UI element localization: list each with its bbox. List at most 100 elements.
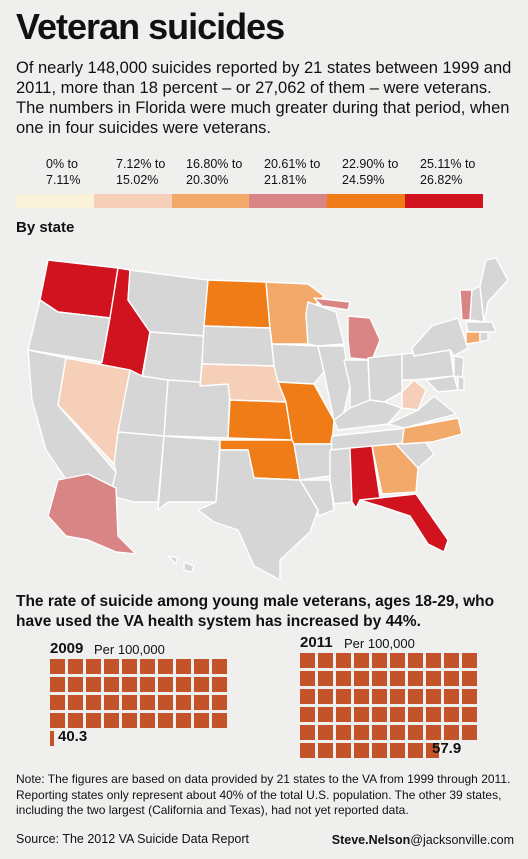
unit-square bbox=[372, 725, 387, 740]
unit-square bbox=[390, 725, 405, 740]
unit-square bbox=[176, 659, 191, 674]
unit-square bbox=[408, 725, 423, 740]
credit-domain: @jacksonville.com bbox=[410, 833, 514, 847]
state-mississippi bbox=[329, 447, 353, 505]
unit-square bbox=[408, 671, 423, 686]
map-legend: 0% to 7.11% 7.12% to 15.02% 16.80% to 20… bbox=[16, 156, 486, 208]
state-kentucky bbox=[333, 399, 403, 431]
state-colorado bbox=[163, 379, 231, 439]
unit-square bbox=[86, 695, 101, 710]
unit-square bbox=[462, 707, 477, 722]
unit-square bbox=[354, 671, 369, 686]
unit-square bbox=[50, 713, 65, 728]
rate-value-2009: 40.3 bbox=[58, 728, 88, 745]
state-south-dakota bbox=[201, 325, 275, 367]
state-kansas bbox=[227, 399, 293, 441]
unit-square bbox=[372, 707, 387, 722]
unit-square bbox=[300, 743, 315, 758]
unit-square bbox=[336, 689, 351, 704]
unit-square bbox=[318, 671, 333, 686]
legend-label-6: 25.11% to 26.82% bbox=[420, 157, 476, 187]
unit-square bbox=[426, 725, 441, 740]
unit-square bbox=[354, 725, 369, 740]
unit-square bbox=[372, 743, 387, 758]
unit-square bbox=[86, 659, 101, 674]
unit-square bbox=[158, 659, 173, 674]
state-ohio bbox=[367, 353, 403, 403]
legend-swatch-3 bbox=[171, 194, 250, 208]
unit-square bbox=[140, 713, 155, 728]
intro-text: Of nearly 148,000 suicides reported by 2… bbox=[16, 59, 512, 137]
unit-square bbox=[300, 689, 315, 704]
unit-square bbox=[194, 695, 209, 710]
legend-color-bar bbox=[16, 194, 483, 208]
unit-square bbox=[212, 695, 227, 710]
unit-square bbox=[318, 743, 333, 758]
unit-square bbox=[318, 653, 333, 668]
author-credit: Steve.Nelson@jacksonville.com bbox=[332, 833, 514, 847]
unit-square bbox=[354, 689, 369, 704]
rate-heading: The rate of suicide among young male vet… bbox=[16, 593, 495, 630]
unit-square bbox=[68, 695, 83, 710]
unit-square bbox=[390, 689, 405, 704]
unit-square bbox=[408, 743, 423, 758]
unit-square bbox=[176, 695, 191, 710]
state-louisiana bbox=[299, 479, 335, 517]
state-texas bbox=[197, 449, 319, 580]
state-pennsylvania bbox=[401, 349, 455, 381]
state-virginia bbox=[387, 395, 457, 429]
unit-square bbox=[194, 659, 209, 674]
unit-square bbox=[86, 677, 101, 692]
unit-square bbox=[50, 677, 65, 692]
unit-square bbox=[122, 713, 137, 728]
unit-square bbox=[86, 713, 101, 728]
page-title: Veteran suicides bbox=[16, 6, 285, 47]
unit-square bbox=[122, 695, 137, 710]
legend-swatch-5 bbox=[327, 194, 406, 208]
unit-square bbox=[372, 653, 387, 668]
unit-square bbox=[140, 695, 155, 710]
unit-square bbox=[158, 677, 173, 692]
unit-square bbox=[176, 713, 191, 728]
unit-square bbox=[390, 743, 405, 758]
unit-square bbox=[426, 653, 441, 668]
grid-2011 bbox=[300, 653, 477, 758]
year-2009-label: 2009 bbox=[50, 640, 84, 657]
unit-square bbox=[104, 695, 119, 710]
unit-square bbox=[372, 671, 387, 686]
unit-square bbox=[444, 707, 459, 722]
unit-square bbox=[462, 689, 477, 704]
unit-square bbox=[336, 743, 351, 758]
unit-square bbox=[336, 671, 351, 686]
unit-square bbox=[212, 659, 227, 674]
state-iowa bbox=[271, 343, 325, 385]
unit-square bbox=[408, 653, 423, 668]
state-connecticut bbox=[465, 331, 481, 345]
state-north-carolina bbox=[401, 417, 463, 445]
state-florida bbox=[359, 493, 449, 553]
unit-square-partial bbox=[426, 743, 439, 758]
unit-square bbox=[462, 671, 477, 686]
unit-square bbox=[300, 653, 315, 668]
state-georgia bbox=[371, 443, 419, 495]
unit-square bbox=[50, 659, 65, 674]
state-hawaii bbox=[167, 555, 195, 573]
state-delaware bbox=[457, 375, 465, 391]
unit-square bbox=[212, 713, 227, 728]
credit-name: Steve.Nelson bbox=[331, 833, 411, 847]
unit-square bbox=[408, 707, 423, 722]
unit-square bbox=[50, 695, 65, 710]
unit-square bbox=[408, 689, 423, 704]
state-alaska bbox=[47, 473, 137, 555]
unit-square bbox=[444, 725, 459, 740]
state-maine bbox=[479, 257, 508, 323]
legend-label-5: 22.90% to 24.59% bbox=[342, 157, 399, 187]
unit-square bbox=[300, 725, 315, 740]
unit-square bbox=[194, 713, 209, 728]
unit-square-partial bbox=[50, 731, 54, 746]
unit-square bbox=[300, 707, 315, 722]
unit-square bbox=[462, 725, 477, 740]
per-100k-2011: Per 100,000 bbox=[344, 636, 415, 651]
unit-square bbox=[390, 671, 405, 686]
unit-square bbox=[104, 659, 119, 674]
